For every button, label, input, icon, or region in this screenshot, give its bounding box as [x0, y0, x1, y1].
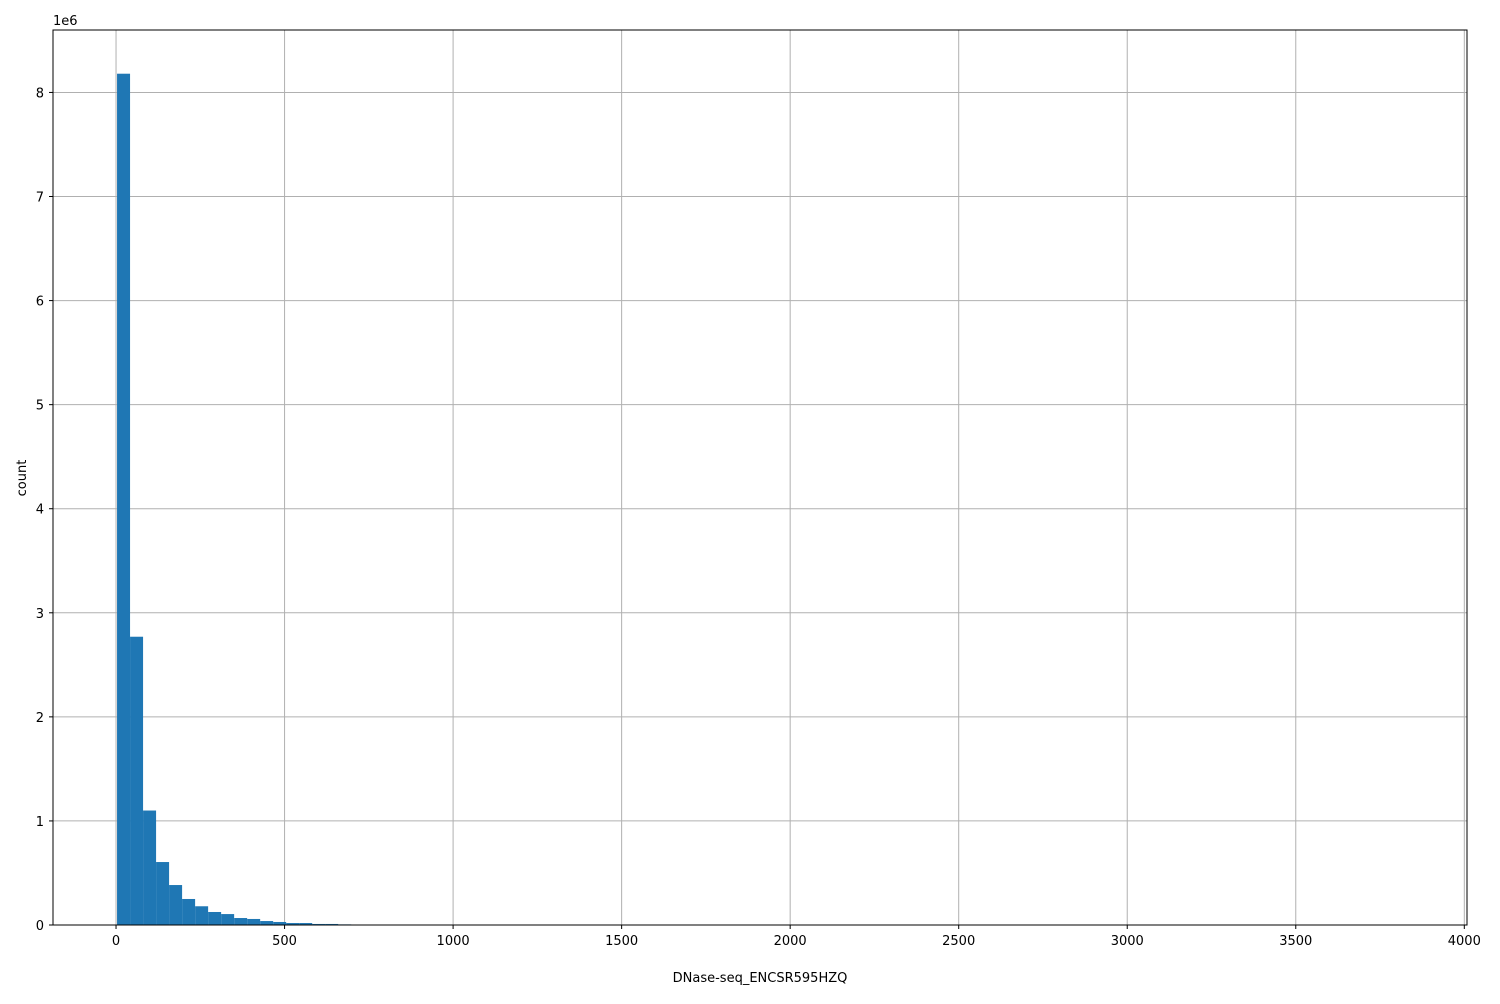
y-tick-label: 6 [36, 295, 44, 310]
x-tick-label: 2500 [942, 934, 975, 949]
histogram-bar [247, 919, 260, 925]
histogram-bar [130, 637, 143, 925]
y-tick-label: 7 [36, 191, 44, 206]
grid [53, 30, 1467, 925]
axes-frame [53, 30, 1467, 925]
histogram-bar [208, 912, 221, 925]
x-axis-label: DNase-seq_ENCSR595HZQ [673, 971, 848, 986]
histogram-bar [143, 811, 156, 925]
x-tick-label: 0 [112, 934, 120, 949]
histogram-bar [260, 921, 273, 925]
y-tick-label: 5 [36, 399, 44, 414]
y-tick-label: 3 [36, 607, 44, 622]
y-tick-label: 1 [36, 815, 44, 830]
histogram-bar [156, 862, 169, 925]
y-tick-label: 4 [36, 503, 44, 518]
histogram-bar [221, 914, 234, 925]
y-tick-label: 0 [36, 919, 44, 934]
x-tick-label: 500 [272, 934, 297, 949]
x-tick-label: 3000 [1111, 934, 1144, 949]
x-tick-label: 1000 [437, 934, 470, 949]
x-tick-label: 2000 [774, 934, 807, 949]
ticks: 0 500 1000 1500 2000 2500 3000 3500 4000 0 1 2 3 4 5 6 7… [36, 86, 1481, 949]
y-tick-label: 8 [36, 86, 44, 101]
y-axis-label: count [15, 460, 30, 497]
histogram-bar [234, 918, 247, 925]
histogram-bar [195, 906, 208, 925]
bars [117, 74, 507, 925]
histogram-bar [117, 74, 130, 925]
x-tick-label: 1500 [605, 934, 638, 949]
histogram-bar [169, 885, 182, 925]
x-tick-label: 4000 [1448, 934, 1481, 949]
x-tick-label: 3500 [1279, 934, 1312, 949]
y-offset-label: 1e6 [53, 14, 78, 29]
histogram-bar [182, 899, 195, 925]
y-tick-label: 2 [36, 711, 44, 726]
